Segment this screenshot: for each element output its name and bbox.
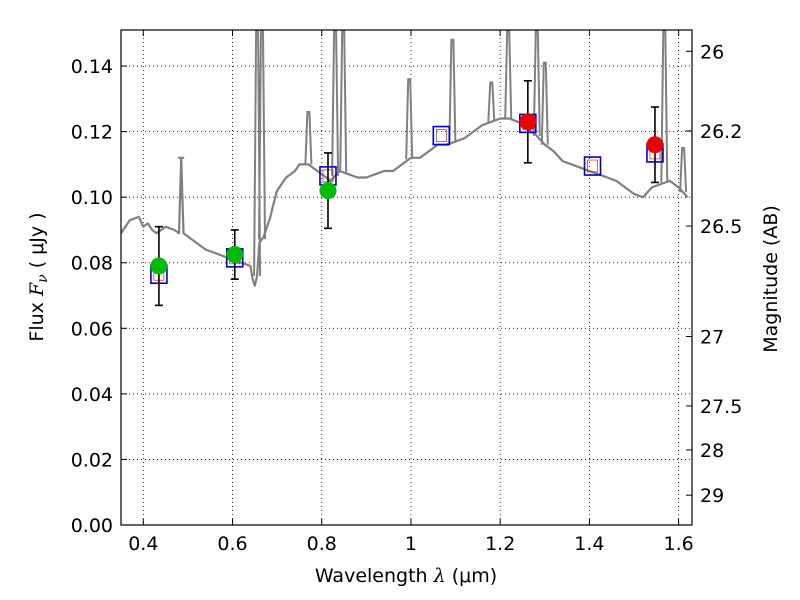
right-tick-label: 26.5 (700, 216, 742, 238)
emission-line (660, 30, 669, 183)
emission-line (532, 30, 541, 136)
right-tick-label: 28 (700, 440, 724, 462)
x-tick-label: 0.4 (128, 533, 158, 555)
x-tick-label: 1.2 (485, 533, 515, 555)
model-box (583, 156, 602, 176)
y-axis-label-unit: ( μJy ) (26, 212, 48, 274)
right-tick-label: 26 (700, 41, 724, 63)
model-box-inner (587, 159, 598, 173)
y-tick-label: 0.08 (71, 253, 113, 275)
right-tick-label: 27.5 (700, 396, 742, 418)
y-tick-label: 0.14 (71, 56, 113, 78)
red-data-point (646, 136, 664, 154)
right-tick-label: 26.2 (700, 121, 742, 143)
x-axis-label-unit: (μm) (446, 565, 497, 587)
flux-symbol: F (26, 282, 48, 297)
emission-line (504, 30, 513, 119)
x-tick-label: 1.4 (574, 533, 604, 555)
y-tick-label: 0.10 (71, 187, 113, 209)
y-tick-label: 0.12 (71, 122, 113, 144)
plot-frame (120, 29, 693, 526)
x-tick-label: 1 (405, 533, 417, 555)
y-tick-label: 0.02 (71, 449, 113, 471)
green-data-point (319, 182, 337, 200)
x-axis-label-prefix: Wavelength (315, 565, 434, 587)
emission-line (679, 147, 688, 193)
emission-line (258, 30, 266, 240)
emission-line (405, 78, 414, 160)
model-continuum-line (121, 117, 689, 287)
tick-labels: 0.4 0.6 0.8 1 1.2 1.4 1.6 0.00 0.02 0.04 0.06 0.08 0… (71, 41, 743, 555)
lambda-symbol: λ (433, 565, 446, 587)
emission-line (487, 81, 496, 122)
y-axis-label: Flux Fν ( μJy ) (26, 212, 51, 341)
x-axis-label: Wavelength λ (μm) (315, 565, 497, 587)
y-axis-label-prefix: Flux (26, 296, 48, 342)
observed-points (150, 113, 664, 275)
x-tick-label: 0.6 (217, 533, 247, 555)
right-axis-label: Magnitude (AB) (760, 205, 782, 353)
model-spectrum (121, 30, 689, 287)
grid (121, 30, 692, 526)
green-data-point (226, 246, 244, 264)
emission-line (304, 111, 313, 165)
y-tick-label: 0.00 (71, 515, 113, 537)
nu-subscript: ν (35, 274, 51, 283)
emission-line (339, 30, 348, 173)
ticks (121, 30, 692, 526)
right-tick-label: 29 (700, 485, 724, 507)
red-data-point (519, 113, 537, 131)
x-tick-label: 1.6 (664, 533, 694, 555)
model-box-inner (435, 129, 447, 142)
model-box (432, 125, 451, 146)
right-tick-label: 27 (700, 327, 724, 349)
emission-line (540, 61, 549, 145)
green-data-point (150, 257, 168, 275)
y-tick-label: 0.06 (71, 318, 113, 340)
emission-line (448, 38, 457, 143)
emission-line (331, 30, 340, 176)
y-tick-label: 0.04 (71, 384, 113, 406)
x-tick-label: 0.8 (307, 533, 337, 555)
